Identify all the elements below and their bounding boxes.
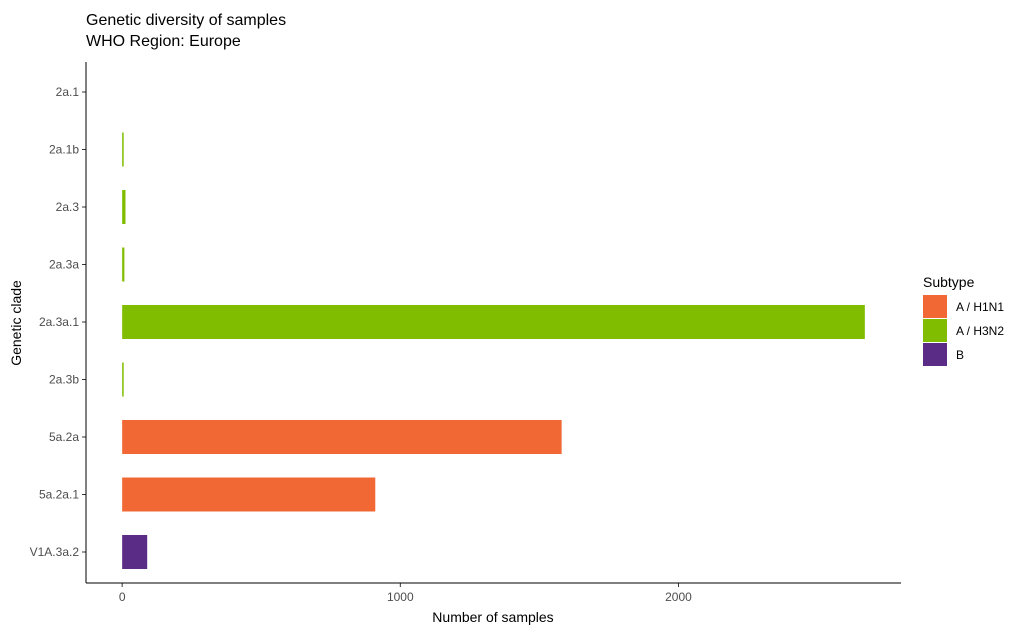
y-tick-label: 5a.2a.1 [39,488,79,502]
chart-subtitle: WHO Region: Europe [86,33,241,50]
x-tick-label: 1000 [387,590,414,604]
x-tick-label: 2000 [665,590,692,604]
y-tick-label: 2a.3a [49,258,79,272]
y-tick-label: 2a.3b [49,373,79,387]
bar-2a.3a [122,247,125,282]
bar-5a.2a [122,420,562,454]
bar-V1A.3a.2 [122,535,148,569]
legend-label: A / H1N1 [956,300,1004,314]
y-tick-label: 2a.3 [56,200,80,214]
bars-group [122,132,865,569]
x-axis-ticks: 0 1000 2000 [119,583,692,604]
bar-2a.3a.1 [122,305,865,339]
y-tick-label: 5a.2a [49,430,79,444]
x-tick-label: 0 [119,590,126,604]
legend-swatch [923,295,947,318]
y-tick-label: 2a.1b [49,143,79,157]
legend-swatch [923,343,947,366]
chart-title: Genetic diversity of samples [86,12,286,29]
legend-swatch [923,319,947,342]
bar-2a.3 [122,190,126,224]
bar-2a.3b [122,362,124,397]
y-tick-label: 2a.3a.1 [39,315,79,329]
bar-2a.1b [122,132,124,167]
legend: Subtype A / H1N1 A / H3N2 B [923,274,1004,366]
legend-label: B [956,348,964,362]
y-axis-ticks: 2a.1 2a.1b 2a.3 2a.3a 2a.3a.1 2a.3b 5a.2a 5a.2a… [30,85,86,559]
y-tick-label: 2a.1 [56,85,80,99]
y-tick-label: V1A.3a.2 [30,545,80,559]
x-axis-title: Number of samples [432,609,553,625]
y-axis-title: Genetic clade [8,280,24,366]
bar-5a.2a.1 [122,477,376,512]
legend-label: A / H3N2 [956,324,1004,338]
legend-title: Subtype [923,274,975,290]
